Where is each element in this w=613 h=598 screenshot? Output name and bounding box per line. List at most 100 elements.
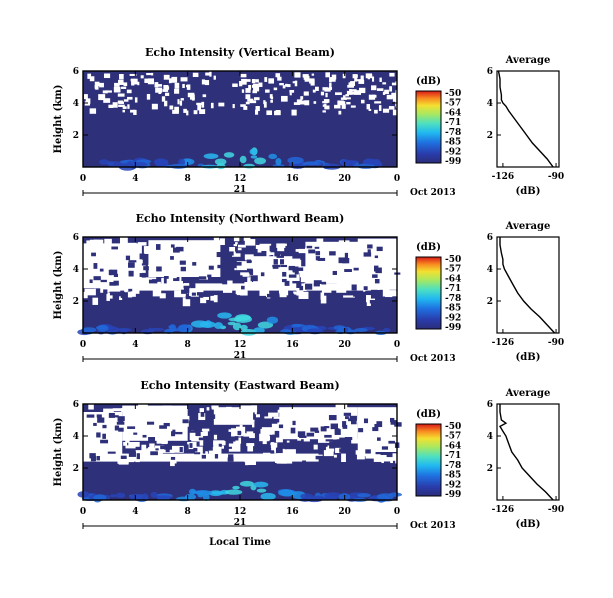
colorbar-tick-label: -64 — [445, 441, 461, 451]
missing-data-cell — [131, 78, 138, 85]
echo-mark — [105, 326, 119, 334]
echo-speck — [288, 266, 295, 271]
echo-speck — [261, 250, 267, 256]
missing-data-cell — [286, 449, 296, 455]
colorbar-tick-label: -78 — [445, 128, 461, 138]
echo-speck — [216, 252, 224, 258]
missing-data-cell — [355, 453, 365, 460]
missing-data-cell — [392, 96, 399, 102]
missing-data-cell — [254, 84, 259, 90]
echo-mark — [377, 493, 394, 501]
average-profile: Average 2 4 6 -126 -90 (dB) — [487, 388, 564, 530]
echo-mark — [115, 492, 126, 498]
missing-data-cell — [194, 287, 204, 295]
date-day-label: 21 — [234, 351, 247, 361]
missing-data-cell — [298, 248, 307, 254]
missing-data-cell — [197, 104, 202, 111]
missing-data-cell — [353, 74, 358, 78]
missing-data-cell — [164, 100, 168, 107]
echo-speck — [226, 446, 232, 449]
echo-speck — [227, 457, 234, 462]
x-tick-label: 0 — [80, 174, 86, 184]
missing-data-cell — [279, 83, 284, 86]
profile-x-axis-label: (dB) — [516, 186, 541, 197]
echo-speck — [294, 270, 299, 275]
missing-data-cell — [149, 443, 155, 448]
missing-data-cell — [141, 444, 147, 453]
missing-data-cell — [105, 90, 112, 93]
missing-data-cell — [179, 100, 183, 106]
missing-data-cell — [291, 109, 297, 116]
echo-speck — [241, 285, 245, 290]
missing-data-cell — [320, 91, 325, 96]
missing-data-cell — [174, 106, 179, 113]
missing-data-cell — [95, 84, 99, 90]
echo-speck — [282, 467, 290, 471]
echo-mark — [250, 155, 258, 159]
missing-data-cell — [99, 82, 104, 88]
echo-speck — [344, 269, 352, 272]
missing-data-cell — [248, 84, 252, 90]
missing-data-cell — [229, 246, 236, 254]
missing-data-cell — [354, 76, 357, 82]
missing-data-cell — [273, 416, 280, 419]
colorbar-tick-label: -50 — [445, 422, 461, 432]
panel-2: Echo Intensity (Eastward Beam) 2 4 6 Height … — [53, 379, 564, 548]
x-tick-label: 0 — [394, 174, 400, 184]
missing-data-cell — [263, 101, 267, 108]
missing-data-cell — [151, 103, 158, 110]
echo-speck — [102, 424, 107, 429]
colorbar-tick-label: -92 — [445, 147, 461, 157]
colorbar-tick-label: -50 — [445, 89, 461, 99]
colorbar — [415, 90, 442, 164]
missing-data-cell — [252, 90, 258, 94]
missing-data-cell — [350, 105, 356, 108]
missing-data-cell — [285, 83, 288, 87]
missing-data-cell — [381, 457, 393, 464]
echo-mark — [291, 323, 302, 328]
echo-speck — [321, 281, 327, 285]
echo-mark — [168, 328, 184, 332]
echo-speck — [390, 417, 395, 423]
missing-data-layer — [84, 71, 403, 116]
missing-data-cell — [271, 422, 280, 431]
missing-data-cell — [376, 88, 384, 91]
missing-data-cell — [210, 102, 214, 109]
echo-speck — [103, 289, 108, 294]
echo-speck — [269, 245, 275, 252]
echo-speck — [313, 283, 320, 287]
missing-data-cell — [187, 92, 195, 98]
missing-data-cell — [328, 446, 333, 456]
missing-data-cell — [245, 101, 250, 105]
echo-speck — [118, 420, 124, 424]
echo-speck — [296, 267, 304, 271]
missing-data-cell — [103, 73, 111, 79]
missing-data-cell — [382, 108, 390, 113]
echo-speck — [280, 264, 288, 268]
echo-speck — [207, 274, 212, 278]
echo-speck — [372, 427, 379, 432]
missing-data-cell — [258, 82, 263, 87]
missing-data-cell — [154, 445, 165, 451]
missing-data-cell — [345, 97, 351, 100]
echo-speck — [345, 416, 349, 420]
colorbar-tick-label: -64 — [445, 108, 461, 118]
echo-speck — [234, 436, 239, 441]
y-axis-label: Height (km) — [53, 251, 64, 320]
missing-data-cell — [318, 437, 330, 443]
echo-speck — [163, 276, 169, 279]
missing-data-cell — [125, 445, 136, 449]
missing-data-cell — [174, 82, 180, 89]
missing-data-cell — [171, 76, 178, 83]
missing-data-cell — [127, 104, 130, 109]
echo-speck — [96, 432, 101, 438]
missing-data-cell — [368, 94, 376, 100]
echo-mark — [191, 320, 209, 328]
echo-speck — [372, 467, 378, 471]
missing-data-cell — [311, 73, 315, 76]
missing-data-cell — [366, 297, 371, 306]
echo-speck — [238, 464, 245, 470]
echo-mark — [225, 489, 243, 495]
echo-mark — [214, 322, 224, 329]
echo-speck — [135, 293, 143, 300]
